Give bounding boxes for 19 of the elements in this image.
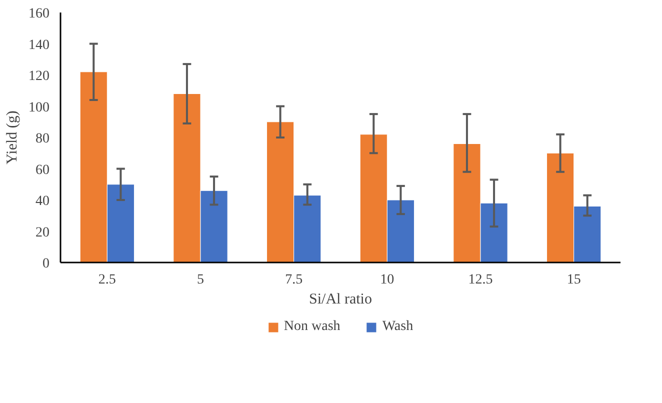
x-tick-label: 2.5 <box>98 272 116 288</box>
y-tick-label: 140 <box>28 38 50 53</box>
legend-label: Wash <box>382 319 414 335</box>
y-tick-label: 100 <box>28 100 50 116</box>
y-tick-label: 0 <box>42 256 50 272</box>
y-tick-label: 20 <box>36 225 50 240</box>
y-tick-label: 60 <box>36 162 50 178</box>
x-axis-title: Si/Al ratio <box>309 292 372 308</box>
x-tick-label: 10 <box>380 272 394 288</box>
x-tick-label: 15 <box>566 272 581 288</box>
x-tick-label: 5 <box>197 272 204 288</box>
y-tick-label: 40 <box>36 194 50 209</box>
x-tick-label: 12.5 <box>468 272 493 288</box>
y-tick-label: 120 <box>28 69 50 84</box>
x-tick-label: 7.5 <box>285 272 303 288</box>
y-tick-label: 160 <box>28 6 50 22</box>
y-tick-label: 80 <box>36 132 50 146</box>
y-axis-title: Yield (g) <box>4 110 20 164</box>
legend-label: Non wash <box>284 319 340 335</box>
